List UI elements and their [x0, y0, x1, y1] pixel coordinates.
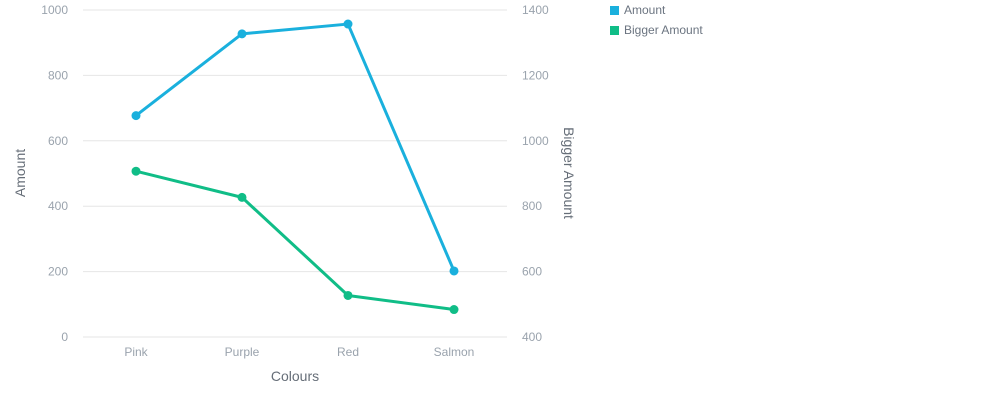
- data-point[interactable]: [131, 111, 141, 121]
- left-tick-label: 800: [48, 68, 68, 82]
- data-point[interactable]: [343, 290, 353, 300]
- legend-item[interactable]: Amount: [610, 3, 666, 17]
- series-group: [131, 19, 459, 315]
- data-point[interactable]: [343, 19, 353, 29]
- left-tick-label: 1000: [41, 3, 68, 17]
- right-tick-label: 1400: [522, 3, 549, 17]
- gridlines: [83, 9, 507, 338]
- right-tick-label: 600: [522, 265, 542, 279]
- left-tick-label: 200: [48, 265, 68, 279]
- right-tick-label: 1000: [522, 134, 549, 148]
- legend[interactable]: Amount Bigger Amount: [610, 3, 703, 37]
- x-tick-label: Purple: [225, 345, 260, 359]
- legend-swatch: [610, 26, 619, 35]
- x-axis-title: Colours: [271, 368, 319, 384]
- series-line: [134, 22, 456, 273]
- data-point[interactable]: [449, 266, 459, 276]
- data-point[interactable]: [237, 192, 247, 202]
- series-bigger-amount: [131, 166, 459, 315]
- right-y-axis: 400 600 800 1000 1200 1400: [522, 3, 549, 344]
- legend-label: Amount: [624, 3, 666, 17]
- right-tick-label: 800: [522, 199, 542, 213]
- left-tick-label: 0: [61, 330, 68, 344]
- series-amount: [131, 19, 459, 276]
- left-tick-label: 400: [48, 199, 68, 213]
- data-point[interactable]: [131, 166, 141, 176]
- series-line: [134, 169, 456, 312]
- data-point[interactable]: [449, 305, 459, 315]
- data-point[interactable]: [237, 29, 247, 39]
- x-tick-label: Salmon: [434, 345, 475, 359]
- legend-label: Bigger Amount: [624, 23, 703, 37]
- legend-item[interactable]: Bigger Amount: [610, 23, 703, 37]
- right-y-axis-title: Bigger Amount: [561, 127, 577, 219]
- x-axis: Pink Purple Red Salmon: [124, 345, 474, 359]
- legend-swatch: [610, 6, 619, 15]
- left-y-axis: 0 200 400 600 800 1000: [41, 3, 68, 344]
- right-tick-label: 400: [522, 330, 542, 344]
- left-tick-label: 600: [48, 134, 68, 148]
- x-tick-label: Red: [337, 345, 359, 359]
- left-y-axis-title: Amount: [12, 149, 28, 197]
- right-tick-label: 1200: [522, 68, 549, 82]
- x-tick-label: Pink: [124, 345, 148, 359]
